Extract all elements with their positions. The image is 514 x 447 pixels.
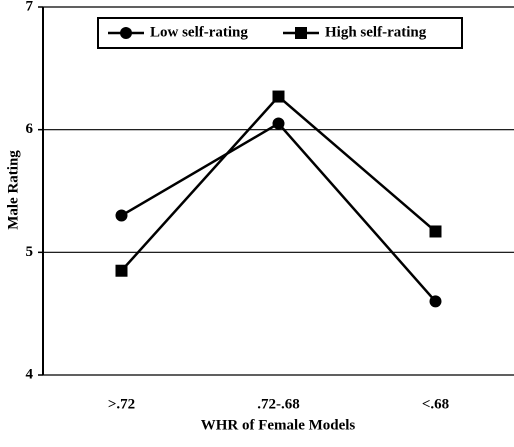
marker bbox=[115, 264, 128, 277]
marker bbox=[272, 117, 285, 130]
y-axis-label: Male Rating bbox=[5, 150, 21, 230]
legend-marker bbox=[295, 27, 307, 39]
x-tick-label: .72-.68 bbox=[257, 396, 300, 412]
legend-marker bbox=[120, 27, 132, 39]
y-tick-label: 5 bbox=[26, 244, 34, 260]
series-line bbox=[120, 121, 437, 303]
marker bbox=[429, 295, 442, 308]
x-tick-label: <.68 bbox=[422, 396, 449, 412]
legend-label: Low self-rating bbox=[150, 24, 248, 40]
legend-box bbox=[97, 17, 463, 49]
y-tick-label: 4 bbox=[26, 366, 34, 382]
x-tick-label: >.72 bbox=[108, 396, 135, 412]
y-tick-label: 7 bbox=[26, 0, 34, 14]
marker bbox=[272, 90, 285, 103]
legend-label: High self-rating bbox=[325, 24, 427, 40]
marker bbox=[429, 225, 442, 238]
marker bbox=[115, 209, 128, 222]
y-tick-label: 6 bbox=[26, 121, 34, 137]
x-axis-label: WHR of Female Models bbox=[201, 417, 356, 433]
